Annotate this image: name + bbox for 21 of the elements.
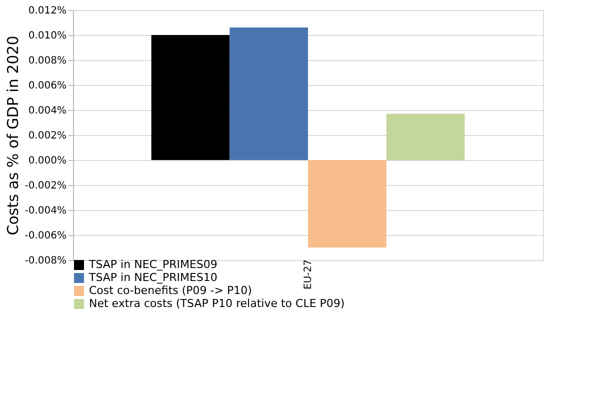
- y-tick-label: 0.000%: [28, 156, 66, 166]
- bar: [308, 160, 386, 248]
- legend-label: TSAP in NEC_PRIMES09: [88, 258, 218, 271]
- y-tick-label: -0.002%: [24, 180, 66, 192]
- y-axis-title: Costs as % of GDP in 2020: [4, 36, 22, 236]
- bar: [386, 114, 465, 160]
- legend-label: TSAP in NEC_PRIMES10: [88, 271, 218, 284]
- y-tick-label: 0.004%: [28, 106, 66, 116]
- legend-label: Net extra costs (TSAP P10 relative to CLE P09): [89, 297, 345, 310]
- x-tick-label: EU-27: [303, 260, 314, 290]
- bar: [151, 35, 230, 160]
- legend-label: Cost co-benefits (P09 -> P10): [89, 284, 252, 297]
- y-tick-label: 0.002%: [28, 130, 66, 142]
- y-tick-label: -0.004%: [24, 206, 66, 216]
- bar: [230, 28, 308, 160]
- y-tick-label: -0.008%: [24, 256, 66, 266]
- y-tick-label: 0.006%: [28, 80, 66, 92]
- y-tick-label: -0.006%: [24, 230, 66, 242]
- y-tick-label: 0.012%: [28, 6, 66, 16]
- y-tick-label: 0.008%: [28, 56, 66, 66]
- y-tick-label: 0.010%: [28, 30, 66, 42]
